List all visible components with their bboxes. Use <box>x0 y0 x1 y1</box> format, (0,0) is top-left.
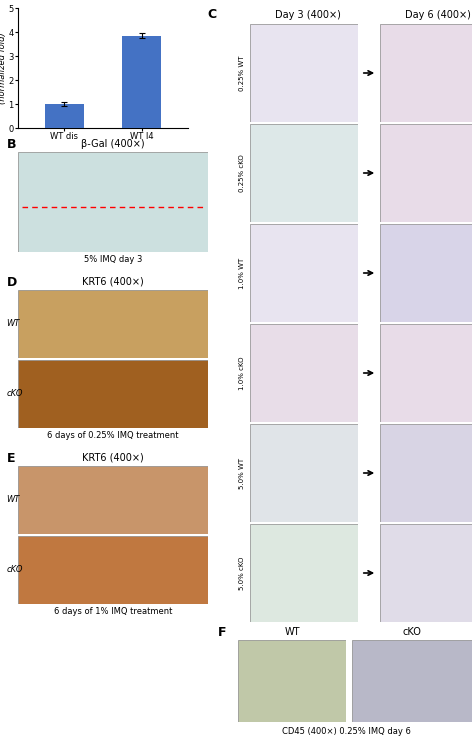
Text: 5.0% cKO: 5.0% cKO <box>239 557 245 589</box>
Text: C: C <box>208 8 217 22</box>
Text: KRT6 (400×): KRT6 (400×) <box>82 277 144 287</box>
Text: cKO: cKO <box>402 627 421 637</box>
Text: 1.0% WT: 1.0% WT <box>239 258 245 288</box>
Text: 0.25% cKO: 0.25% cKO <box>239 154 245 192</box>
Text: CD45 (400×) 0.25% IMQ day 6: CD45 (400×) 0.25% IMQ day 6 <box>282 727 410 736</box>
Text: cKO: cKO <box>7 565 23 574</box>
Y-axis label: Grhl3 mRNA
(normalized fold): Grhl3 mRNA (normalized fold) <box>0 32 7 104</box>
Text: WT: WT <box>7 320 20 329</box>
Text: 0.25% WT: 0.25% WT <box>239 55 245 90</box>
Text: B: B <box>7 137 16 150</box>
Text: 6 days of 0.25% IMQ treatment: 6 days of 0.25% IMQ treatment <box>47 432 179 441</box>
Text: WT: WT <box>7 495 20 504</box>
Text: Day 6 (400×): Day 6 (400×) <box>405 10 471 20</box>
Text: β-Gal (400×): β-Gal (400×) <box>81 139 145 149</box>
Text: Day 3 (400×): Day 3 (400×) <box>274 10 340 20</box>
Text: F: F <box>218 625 227 639</box>
Text: cKO: cKO <box>7 389 23 398</box>
Text: 5% IMQ day 3: 5% IMQ day 3 <box>84 255 142 264</box>
Text: E: E <box>7 451 15 465</box>
Text: D: D <box>7 276 17 288</box>
Bar <box>122 36 161 128</box>
Text: KRT6 (400×): KRT6 (400×) <box>82 453 144 463</box>
Text: 1.0% cKO: 1.0% cKO <box>239 356 245 390</box>
Bar <box>45 104 84 128</box>
Text: 6 days of 1% IMQ treatment: 6 days of 1% IMQ treatment <box>54 607 172 616</box>
Text: 5.0% WT: 5.0% WT <box>239 457 245 489</box>
Text: WT: WT <box>284 627 300 637</box>
